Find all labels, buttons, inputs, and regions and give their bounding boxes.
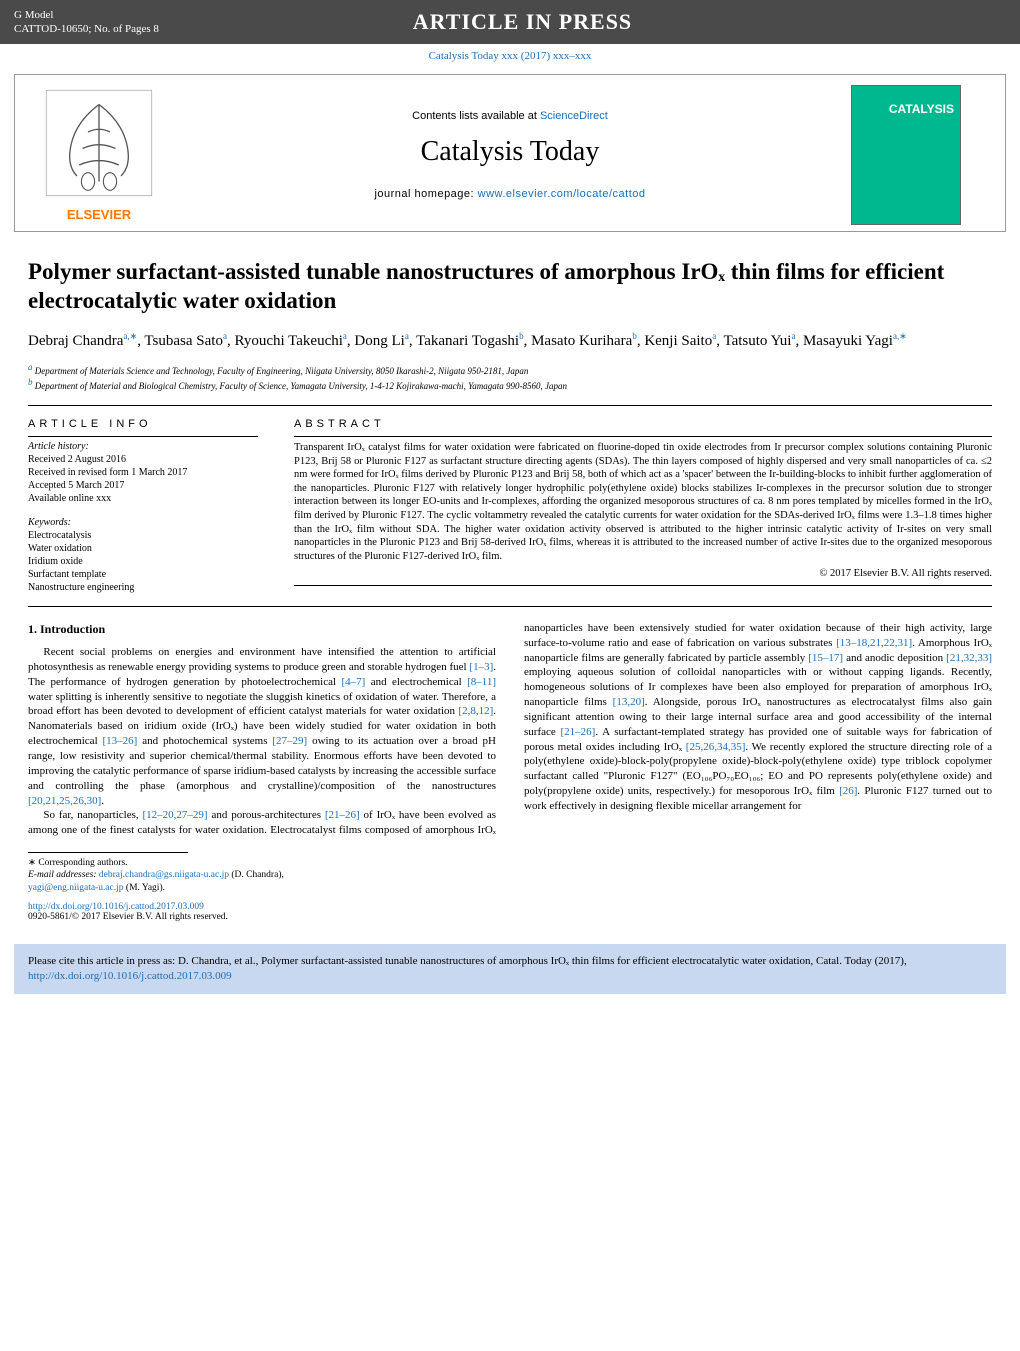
email-link[interactable]: debraj.chandra@gs.niigata-u.ac.jp (99, 870, 229, 880)
kw: Water oxidation (28, 542, 258, 555)
gmodel: G Model (14, 8, 159, 22)
article-title: Polymer surfactant-assisted tunable nano… (0, 238, 1020, 326)
sciencedirect-link[interactable]: ScienceDirect (540, 110, 608, 122)
corr-star: ∗ Corresponding authors. (28, 857, 992, 869)
intro-heading: 1. Introduction (28, 621, 496, 637)
elsevier-logo: ELSEVIER (29, 88, 169, 222)
ref-link[interactable]: [2,8,12] (458, 705, 493, 717)
article-info-head: ARTICLE INFO (28, 418, 258, 430)
ref-link[interactable]: [25,26,34,35] (686, 741, 746, 753)
affiliation-b: b Department of Material and Biological … (0, 377, 1020, 393)
article-info-col: ARTICLE INFO Article history: Received 2… (28, 418, 258, 594)
ref-link[interactable]: [15–17] (808, 652, 843, 664)
journal-cover-thumb: CATALYSIS (851, 85, 961, 225)
issn-line: 0920-5861/© 2017 Elsevier B.V. All right… (28, 912, 992, 922)
cite-box: Please cite this article in press as: D.… (14, 944, 1006, 994)
cite-doi-link[interactable]: http://dx.doi.org/10.1016/j.cattod.2017.… (28, 970, 232, 982)
ref-link[interactable]: [13,20] (613, 696, 645, 708)
ref-link[interactable]: [13–18,21,22,31] (836, 637, 912, 649)
kw: Iridium oxide (28, 555, 258, 568)
doi-link[interactable]: http://dx.doi.org/10.1016/j.cattod.2017.… (28, 902, 992, 912)
corresponding-block: ∗ Corresponding authors. E-mail addresse… (0, 857, 1020, 894)
ref-link[interactable]: [21–26] (325, 809, 360, 821)
contents-line: Contents lists available at ScienceDirec… (179, 110, 841, 122)
abstract-head: ABSTRACT (294, 418, 992, 430)
journal-header-box: ELSEVIER Contents lists available at Sci… (14, 74, 1006, 232)
abstract-copyright: © 2017 Elsevier B.V. All rights reserved… (294, 568, 992, 579)
received: Received 2 August 2016 (28, 453, 258, 466)
cover-title: CATALYSIS (889, 102, 954, 116)
body-columns: 1. Introduction Recent social problems o… (0, 621, 1020, 838)
press-banner: ARTICLE IN PRESS (159, 9, 886, 35)
authors-list: Debraj Chandraa,∗, Tsubasa Satoa, Ryouch… (0, 326, 1020, 362)
ref-link[interactable]: [20,21,25,26,30] (28, 795, 101, 807)
ref-link[interactable]: [1–3] (469, 661, 493, 673)
elsevier-tree-icon (44, 88, 154, 198)
homepage-link[interactable]: www.elsevier.com/locate/cattod (478, 188, 646, 200)
article-code: CATTOD-10650; No. of Pages 8 (14, 22, 159, 36)
doi-block: http://dx.doi.org/10.1016/j.cattod.2017.… (0, 894, 1020, 936)
keywords-label: Keywords: (28, 517, 258, 528)
email-link[interactable]: yagi@eng.niigata-u.ac.jp (28, 883, 124, 893)
ref-link[interactable]: [21,32,33] (946, 652, 992, 664)
top-citation[interactable]: Catalysis Today xxx (2017) xxx–xxx (0, 44, 1020, 68)
kw: Nanostructure engineering (28, 581, 258, 594)
online: Available online xxx (28, 492, 258, 505)
intro-p1: Recent social problems on energies and e… (28, 645, 496, 808)
homepage-line: journal homepage: www.elsevier.com/locat… (179, 188, 841, 200)
ref-link[interactable]: [8–11] (467, 676, 496, 688)
kw: Electrocatalysis (28, 529, 258, 542)
info-abstract-row: ARTICLE INFO Article history: Received 2… (0, 418, 1020, 594)
elsevier-wordmark: ELSEVIER (29, 207, 169, 222)
ref-link[interactable]: [21–26] (560, 726, 595, 738)
ref-link[interactable]: [26] (839, 785, 857, 797)
journal-center: Contents lists available at ScienceDirec… (179, 110, 841, 200)
abstract-col: ABSTRACT Transparent IrOₓ catalyst films… (294, 418, 992, 594)
affiliation-a: a Department of Materials Science and Te… (0, 362, 1020, 378)
header-left: G Model CATTOD-10650; No. of Pages 8 (14, 8, 159, 37)
ref-link[interactable]: [27–29] (272, 735, 307, 747)
history-label: Article history: (28, 441, 258, 452)
abstract-text: Transparent IrOₓ catalyst films for wate… (294, 441, 992, 564)
ref-link[interactable]: [12–20,27–29] (143, 809, 208, 821)
journal-name: Catalysis Today (179, 136, 841, 168)
header-bar: G Model CATTOD-10650; No. of Pages 8 ART… (0, 0, 1020, 44)
accepted: Accepted 5 March 2017 (28, 479, 258, 492)
revised: Received in revised form 1 March 2017 (28, 466, 258, 479)
ref-link[interactable]: [13–26] (103, 735, 138, 747)
kw: Surfactant template (28, 568, 258, 581)
ref-link[interactable]: [4–7] (341, 676, 365, 688)
